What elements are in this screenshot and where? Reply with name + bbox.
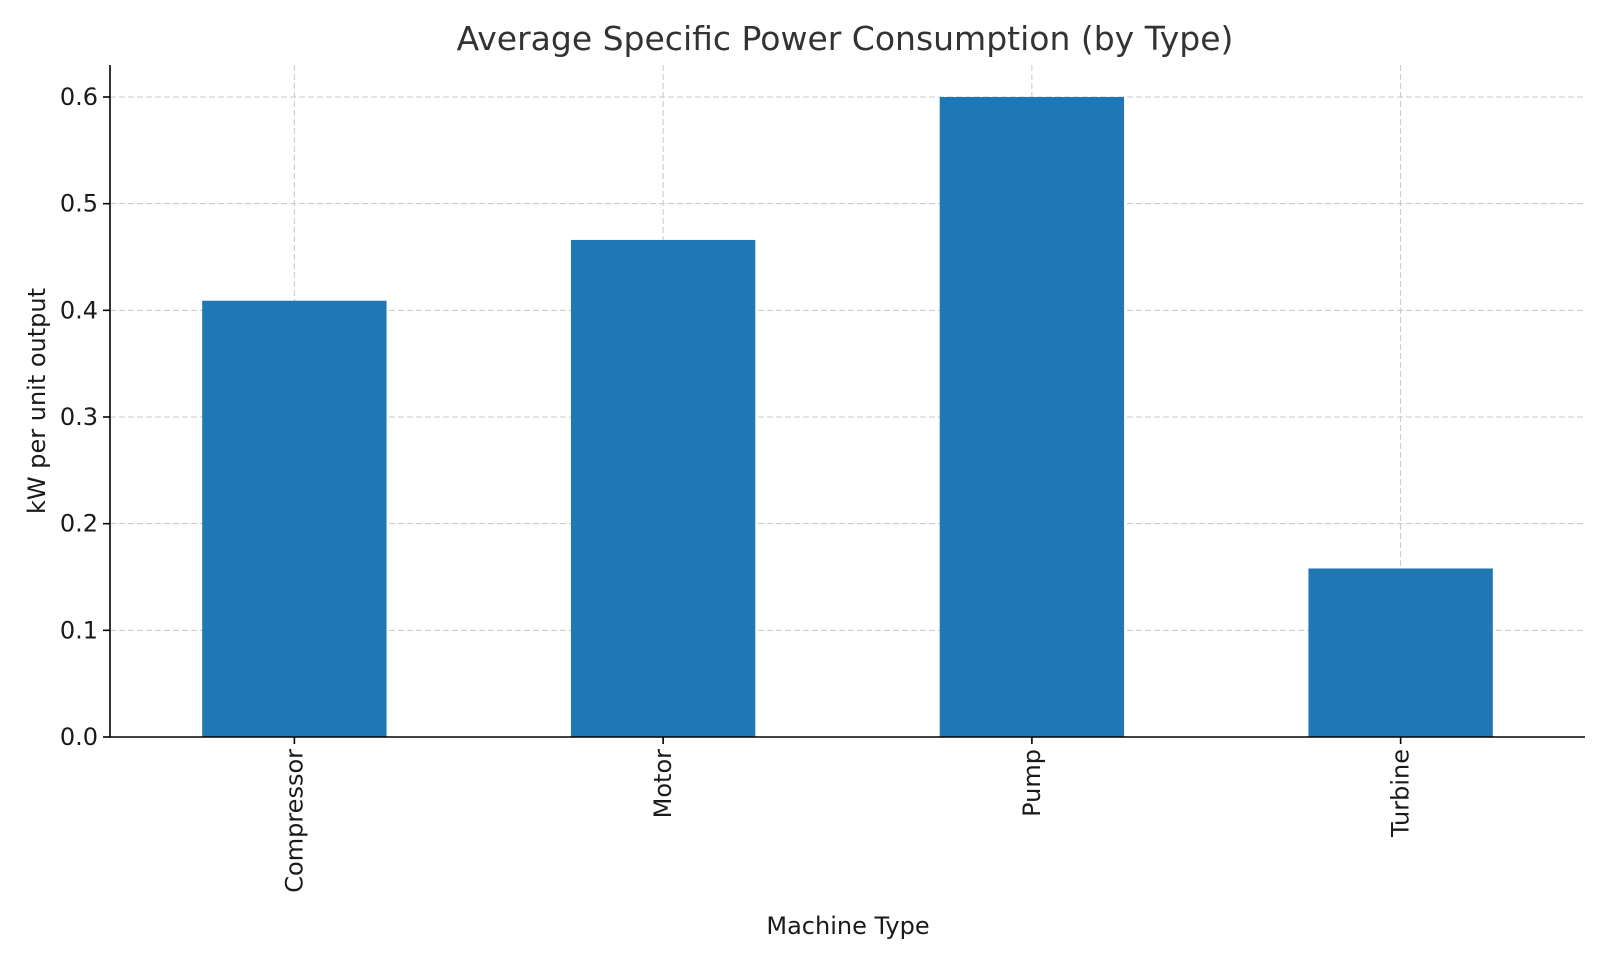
y-tick-label: 0.3 [60,403,98,431]
x-axis-ticks: Compressor Motor Pump Turbine [280,737,1415,893]
bar [1308,568,1493,737]
x-tick-label: Motor [649,749,677,818]
y-tick-label: 0.1 [60,616,98,644]
bar [939,97,1125,737]
bar [570,239,756,737]
y-tick-label: 0.2 [60,510,98,538]
bar [202,300,387,737]
y-axis-ticks: 0.0 0.1 0.2 0.3 0.4 0.5 0.6 [60,83,110,751]
y-tick-label: 0.4 [60,296,98,324]
x-tick-label: Compressor [280,749,308,893]
x-tick-label: Pump [1018,749,1046,817]
y-tick-label: 0.0 [60,723,98,751]
y-tick-label: 0.6 [60,83,98,111]
y-tick-label: 0.5 [60,190,98,218]
x-tick-label: Turbine [1387,749,1415,838]
bars [202,97,1493,737]
chart-title: Average Specific Power Consumption (by T… [457,19,1234,58]
x-axis-label: Machine Type [766,912,929,940]
y-axis-label: kW per unit output [23,288,51,514]
